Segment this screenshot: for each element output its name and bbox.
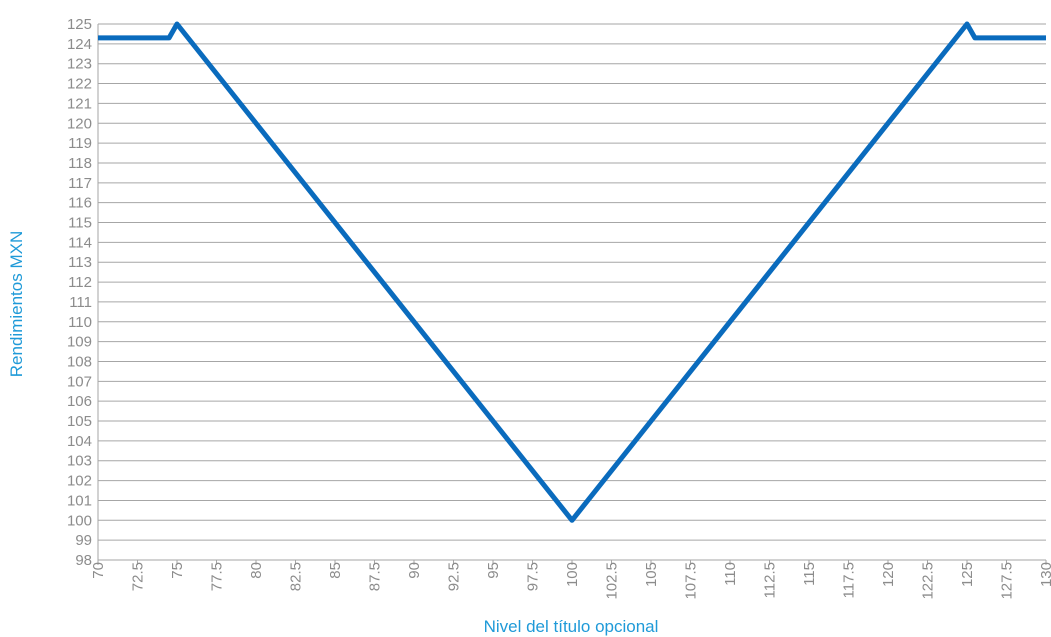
x-axis-title: Nivel del título opcional (484, 617, 659, 636)
x-tick-label: 127.5 (999, 562, 1016, 600)
x-tick-label: 70 (90, 562, 107, 579)
x-tick-label: 77.5 (209, 562, 226, 591)
y-axis-title: Rendimientos MXN (7, 231, 26, 377)
x-tick-label: 115 (801, 562, 818, 586)
y-tick-label: 104 (67, 433, 92, 450)
x-tick-label: 120 (880, 562, 897, 587)
y-tick-label: 113 (68, 254, 92, 271)
x-tick-label: 75 (169, 562, 186, 579)
x-tick-label: 105 (643, 562, 660, 587)
y-tick-label: 102 (67, 473, 92, 490)
x-tick-label: 97.5 (525, 562, 542, 591)
y-tick-label: 105 (67, 413, 92, 430)
x-tick-label: 125 (959, 562, 976, 587)
x-tick-label: 72.5 (130, 562, 147, 591)
x-tick-label: 102.5 (604, 562, 621, 600)
x-tick-label: 92.5 (446, 562, 463, 591)
y-tick-label: 112 (68, 274, 92, 291)
y-tick-label: 101 (67, 492, 92, 509)
y-tick-label: 99 (75, 532, 92, 549)
x-tick-label: 90 (406, 562, 423, 579)
x-tick-label: 117.5 (841, 562, 858, 598)
x-tick-label: 122.5 (920, 562, 937, 600)
y-tick-label: 114 (68, 234, 92, 251)
y-tick-label: 108 (67, 353, 92, 370)
y-tick-label: 116 (68, 195, 92, 212)
x-tick-label: 80 (248, 562, 265, 579)
x-tick-label: 110 (722, 562, 739, 586)
x-tick-label: 107.5 (683, 562, 700, 600)
y-tick-label: 123 (67, 56, 92, 73)
x-tick-label: 130 (1038, 562, 1051, 587)
x-tick-label: 87.5 (367, 562, 384, 591)
series-line (98, 24, 1046, 520)
y-tick-label: 119 (68, 135, 92, 152)
x-tick-label: 85 (327, 562, 344, 579)
y-tick-label: 120 (67, 115, 92, 132)
y-tick-label: 121 (67, 95, 92, 112)
y-tick-label: 106 (67, 393, 92, 410)
x-tick-label: 100 (564, 562, 581, 587)
x-tick-label: 82.5 (288, 562, 305, 591)
y-tick-label: 107 (67, 373, 92, 390)
x-tick-label: 95 (485, 562, 502, 579)
y-tick-label: 115 (68, 215, 92, 232)
y-tick-label: 124 (67, 36, 92, 53)
y-tick-label: 100 (67, 512, 92, 529)
y-tick-label: 125 (67, 16, 92, 33)
y-tick-label: 111 (69, 294, 92, 311)
y-tick-label: 117 (68, 175, 92, 192)
y-tick-labels: 9899100101102103104105106107108109110111… (67, 16, 92, 569)
x-tick-labels: 70 72.5 75 77.5 80 82.5 85 87.5 90 92.5 95 97.5 100 1… (90, 562, 1051, 600)
y-tick-label: 118 (68, 155, 92, 172)
y-tick-label: 122 (67, 76, 92, 93)
y-tick-label: 103 (67, 453, 92, 470)
series (98, 24, 1046, 520)
y-tick-label: 109 (67, 334, 92, 351)
x-tick-label: 112.5 (762, 562, 779, 598)
y-tick-label: 110 (68, 314, 92, 331)
